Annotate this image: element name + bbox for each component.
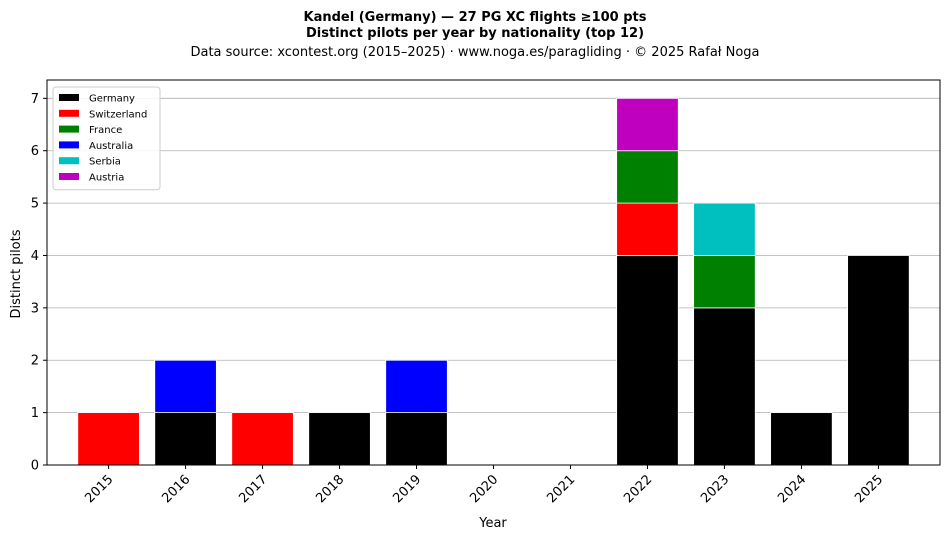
legend-label-france: France: [89, 125, 122, 136]
y-axis-label: Distinct pilots: [9, 229, 24, 318]
chart-title-line-1: Kandel (Germany) — 27 PG XC flights ≥100…: [304, 10, 647, 25]
legend-label-serbia: Serbia: [89, 157, 121, 168]
y-tick-label: 1: [31, 406, 39, 421]
bar-segment-australia-2019: [385, 359, 448, 414]
legend-label-germany: Germany: [89, 94, 135, 105]
x-tick-label: 2019: [390, 472, 424, 506]
bar-segment-france-2023: [693, 255, 756, 309]
x-tick-label: 2023: [698, 472, 732, 506]
x-tick-label: 2018: [313, 472, 347, 506]
legend-swatch-germany: [59, 94, 79, 101]
bar-segment-austria-2022: [616, 97, 679, 152]
legend-swatch-austria: [59, 173, 79, 180]
chart-title-line-2: Distinct pilots per year by nationality …: [306, 26, 644, 41]
chart-subtitle: Data source: xcontest.org (2015–2025) · …: [190, 45, 759, 60]
bar-segment-switzerland-2022: [616, 202, 679, 256]
y-tick-label: 2: [31, 354, 39, 369]
legend-swatch-serbia: [59, 157, 79, 165]
bar-segment-serbia-2023: [693, 202, 756, 256]
x-tick-label: 2017: [236, 472, 270, 506]
legend-swatch-france: [59, 125, 79, 133]
bar-segment-switzerland-2015: [77, 412, 140, 466]
legend: Germany Switzerland France Australia Serbia A…: [52, 86, 161, 191]
y-tick-label: 4: [31, 249, 39, 264]
x-tick-label: 2022: [621, 472, 655, 506]
bar-segment-germany-2024: [770, 412, 833, 466]
y-tick-label: 3: [31, 301, 39, 316]
x-tick-label: 2024: [775, 472, 809, 506]
bar-segment-switzerland-2017: [231, 412, 294, 466]
legend-label-switzerland: Switzerland: [89, 109, 147, 120]
bar-segment-germany-2018: [308, 412, 371, 466]
legend-label-australia: Australia: [89, 141, 133, 152]
y-tick-label: 5: [31, 197, 39, 212]
bar-segment-germany-2019: [385, 412, 448, 466]
bar-segment-france-2022: [616, 150, 679, 204]
bar-segment-germany-2022: [616, 255, 679, 466]
y-tick-label: 7: [31, 92, 39, 107]
x-axis-ticks: 2015 2016 2017 2018 2019 2020 2021 2022 2023 2024…: [82, 465, 886, 506]
x-tick-label: 2021: [544, 472, 578, 506]
bar-segment-germany-2025: [847, 255, 910, 466]
y-tick-label: 0: [31, 459, 39, 474]
legend-swatch-australia: [59, 141, 79, 149]
legend-label-austria: Austria: [89, 173, 124, 184]
x-tick-label: 2016: [159, 472, 193, 506]
legend-swatch-switzerland: [59, 109, 79, 117]
bar-segment-germany-2016: [154, 412, 217, 466]
legend-box: [52, 86, 161, 191]
x-tick-label: 2020: [467, 472, 501, 506]
bar-segment-germany-2023: [693, 307, 756, 466]
bars-group: [77, 97, 910, 466]
x-axis-label: Year: [478, 516, 507, 531]
x-tick-label: 2015: [82, 472, 116, 506]
y-axis-ticks: 0 1 2 3 4 5 6 7: [31, 92, 47, 474]
x-tick-label: 2025: [852, 472, 886, 506]
bar-segment-australia-2016: [154, 359, 217, 414]
y-tick-label: 6: [31, 144, 39, 159]
